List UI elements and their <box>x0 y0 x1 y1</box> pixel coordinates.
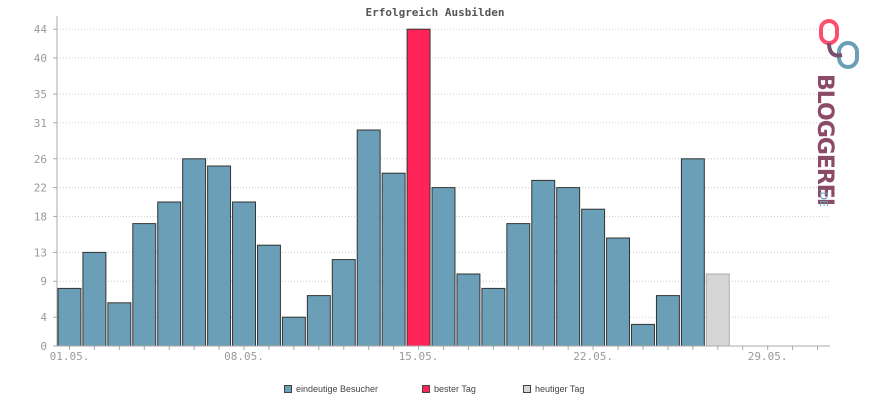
bar <box>207 165 232 347</box>
bars <box>57 28 730 347</box>
bar <box>655 295 680 347</box>
bar <box>107 302 132 347</box>
bar <box>331 259 356 347</box>
bar <box>132 223 157 347</box>
bar <box>506 223 531 347</box>
bar <box>481 287 506 347</box>
legend-label-visitors: eindeutige Besucher <box>296 384 379 394</box>
legend-label-today: heutiger Tag <box>535 384 585 394</box>
x-tick-label: 15.05. <box>399 350 439 363</box>
bar <box>57 287 82 347</box>
bar <box>381 172 406 347</box>
legend-label-best-day: bester Tag <box>434 384 476 394</box>
legend-item-best-day: bester Tag <box>422 384 476 394</box>
legend-item-today: heutiger Tag <box>523 384 584 394</box>
legend-item-visitors: eindeutige Besucher <box>284 384 378 394</box>
bar <box>182 158 207 347</box>
bar <box>157 201 182 347</box>
bar <box>581 208 606 347</box>
legend-swatch-today <box>523 385 531 393</box>
chart-legend: eindeutige Besucher bester Tag heutiger … <box>0 384 870 398</box>
x-tick-label: 01.05. <box>50 350 90 363</box>
bar <box>556 187 581 347</box>
bar <box>631 323 655 347</box>
y-tick-label: 26 <box>34 153 47 166</box>
y-tick-label: 4 <box>40 311 47 324</box>
bar <box>256 244 281 347</box>
y-tick-label: 31 <box>34 117 47 130</box>
legend-swatch-visitors <box>284 385 292 393</box>
y-tick-label: 44 <box>34 23 48 36</box>
bar <box>680 158 705 347</box>
x-tick-label: 22.05. <box>573 350 613 363</box>
bar <box>356 129 381 347</box>
bar <box>82 251 107 347</box>
y-tick-label: 0 <box>40 340 47 353</box>
y-tick-label: 18 <box>34 210 47 223</box>
y-tick-label: 35 <box>34 88 47 101</box>
logo-wordmark: BLOGGEREI <box>812 74 837 205</box>
axes: 0 4 9 13 18 22 26 31 35 40 44 01.05. 08.05. 15.05. 22.… <box>34 16 830 363</box>
bar <box>531 179 556 347</box>
bar <box>431 187 456 347</box>
bar <box>232 201 256 347</box>
legend-swatch-best-day <box>422 385 430 393</box>
bar <box>306 295 331 347</box>
y-tick-label: 22 <box>34 182 47 195</box>
logo-suffix: .DE <box>817 188 830 207</box>
bloggerei-logo-icon: BLOGGEREI .DE <box>812 19 859 207</box>
x-tick-label: 08.05. <box>224 350 264 363</box>
bar-best-day <box>406 28 431 347</box>
bar <box>606 237 631 347</box>
y-tick-label: 13 <box>34 246 47 259</box>
x-tick-label: 29.05. <box>748 350 788 363</box>
chart-title: Erfolgreich Ausbilden <box>365 6 504 19</box>
bar-today <box>705 273 730 347</box>
y-tick-label: 9 <box>40 275 47 288</box>
bloggerei-logo: BLOGGEREI .DE <box>812 18 868 218</box>
bar <box>456 273 481 347</box>
bar <box>281 316 306 347</box>
y-tick-label: 40 <box>34 52 47 65</box>
